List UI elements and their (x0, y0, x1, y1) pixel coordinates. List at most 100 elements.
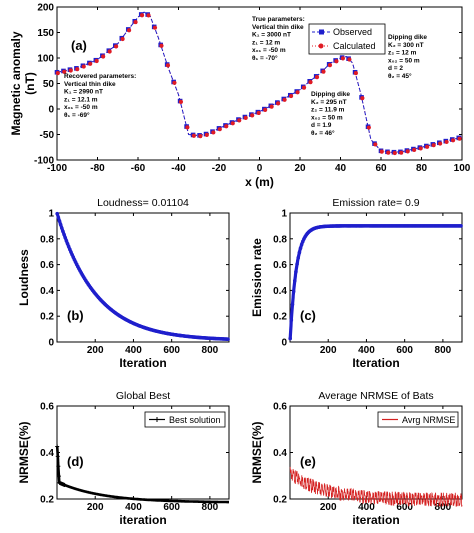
legend-box (308, 23, 386, 55)
calculated-point (327, 63, 333, 68)
calculated-point (347, 57, 352, 62)
calculated-point (399, 150, 404, 155)
calculated-point (308, 79, 313, 85)
y-tick-label: 0.6 (273, 402, 287, 413)
calculated-point (418, 146, 423, 151)
y-tick-label: 50 (43, 79, 55, 90)
calculated-point (75, 67, 80, 72)
y-tick-label: 0.2 (40, 495, 54, 506)
series-point (291, 289, 296, 294)
series-line (288, 224, 462, 339)
legend-label: Avrg NRMSE (402, 415, 455, 425)
annotation-line: K₂ = 295 nT (311, 99, 347, 106)
series-point (226, 337, 230, 341)
annotation-line: x₀₁ = -50 m (64, 104, 98, 111)
annotation-line: Vertical thin dike (252, 24, 304, 31)
annotation-line: x₀₂ = 50 m (311, 114, 343, 121)
x-tick-label: 800 (202, 502, 219, 513)
calculated-point (353, 70, 358, 76)
annotation-line: K₂ = 300 nT (388, 42, 424, 49)
series-point (56, 215, 61, 220)
chart-title: Global Best (116, 390, 170, 402)
calculated-point (301, 85, 307, 90)
annotation-line: Vertical thin dike (64, 81, 116, 88)
annotation-line: z₁ = 12.1 m (64, 96, 98, 103)
legend: Avrg NRMSE (377, 411, 459, 428)
y-axis-label: Magnetic anomaly (9, 31, 23, 135)
x-tick-label: -40 (171, 163, 186, 174)
y-tick-label: 0.4 (40, 448, 54, 459)
y-tick-label: 0.8 (273, 234, 287, 245)
panel-label: (b) (67, 308, 84, 323)
y-tick-label: 100 (37, 54, 54, 65)
calculated-point (288, 93, 294, 99)
y-axis-label: NRMSE(%) (250, 421, 264, 483)
series-point (296, 256, 301, 260)
calculated-point (230, 121, 235, 126)
x-tick-label: 40 (335, 163, 347, 174)
calculated-point (276, 101, 281, 106)
calculated-point (360, 96, 365, 101)
y-axis-label-group: Loudness (17, 249, 31, 306)
calculated-point (282, 97, 287, 102)
series-point (459, 224, 463, 228)
calculated-point (457, 136, 462, 141)
legend-marker-calculated (318, 43, 324, 49)
calculated-point (224, 124, 229, 129)
annotation-line: Dipping dike (311, 91, 350, 98)
calculated-point (431, 143, 436, 148)
calculated-point (185, 125, 190, 130)
y-axis-label-group: Emission rate (250, 238, 264, 317)
panel-label: (a) (71, 38, 87, 53)
chart-b: 200 400 600 800 0 0.2 0.4 0.6 0.8 1 Loudness= 0.01… (17, 197, 230, 370)
x-tick-label: 200 (320, 345, 337, 356)
x-tick-label: 800 (435, 502, 452, 513)
legend-marker-observed (319, 29, 324, 35)
y-tick-label: 0.2 (273, 495, 287, 506)
series-point (65, 241, 70, 246)
calculated-point (191, 133, 196, 138)
x-tick-label: 200 (320, 502, 337, 513)
annotation-line: z₁ = 12 m (252, 39, 280, 46)
x-tick-label: 600 (163, 345, 180, 356)
calculated-point (120, 36, 125, 42)
series-line (55, 446, 229, 504)
x-tick-label: -100 (47, 163, 67, 174)
calculated-point (198, 134, 203, 139)
calculated-point (392, 150, 397, 156)
annotation-line: Dipping dike (388, 34, 427, 41)
calculated-point (139, 13, 145, 18)
x-tick-label: 60 (375, 163, 387, 174)
calculated-point (373, 142, 378, 147)
y-tick-label: 0.6 (40, 402, 54, 413)
calculated-point (450, 138, 456, 143)
y-tick-label: 0 (48, 338, 54, 349)
calculated-point (211, 130, 216, 135)
series-line (289, 466, 463, 507)
calculated-point (146, 13, 151, 18)
calculated-point (152, 25, 158, 30)
annotation-line: Recovered parameters: (64, 73, 136, 80)
annotation-line: x₀₁ = -50 m (252, 47, 286, 54)
y-axis-label: Emission rate (250, 238, 264, 317)
x-tick-label: 800 (435, 345, 452, 356)
y-axis-label: Loudness (17, 249, 31, 306)
calculated-point (334, 59, 339, 64)
annotation-line: z₂ = 12 m (388, 50, 417, 57)
calculated-point (204, 132, 209, 137)
legend-label: Best solution (169, 415, 221, 425)
x-tick-label: 80 (416, 163, 428, 174)
y-tick-label: 1 (48, 209, 54, 220)
y-tick-label: 0.2 (40, 312, 54, 323)
annotation-line: z₂ = 11.9 m (311, 107, 345, 114)
annotation-line: θ₂ = 46° (311, 129, 335, 137)
calculated-point (217, 127, 222, 132)
x-tick-label: -60 (131, 163, 146, 174)
annotation-recovered: Recovered parameters:Vertical thin dikeK… (64, 73, 136, 119)
calculated-point (133, 19, 138, 25)
calculated-point (250, 113, 255, 118)
annotation-line: θ₂ = 45° (388, 72, 412, 80)
